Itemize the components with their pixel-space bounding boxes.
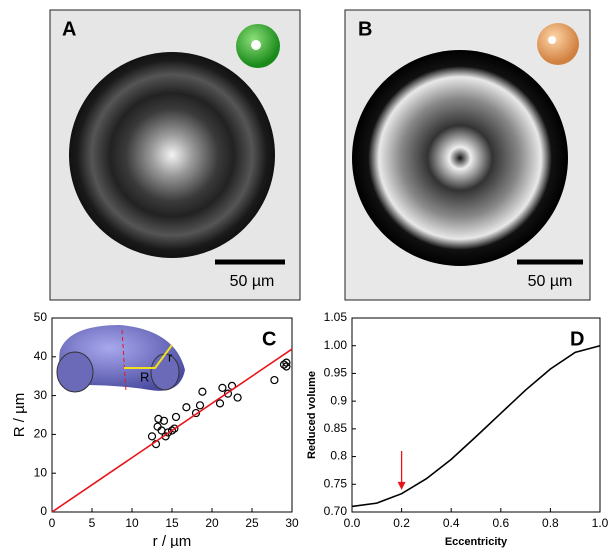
- y-tick-label: 0.8: [330, 449, 347, 463]
- arrow-head: [398, 482, 406, 490]
- x-tick-label: 10: [125, 516, 139, 530]
- data-point: [217, 400, 224, 407]
- inset-label: r: [168, 349, 173, 364]
- data-point: [234, 394, 241, 401]
- y-tick-label: 1.05: [324, 310, 348, 324]
- x-tick-label: 0.8: [542, 516, 559, 530]
- x-tick-label: 0.4: [443, 516, 460, 530]
- data-point: [197, 402, 204, 409]
- x-tick-label: 30: [285, 516, 299, 530]
- y-tick-label: 0.85: [324, 421, 348, 435]
- chart: 0.0 0.2 0.4 0.6 0.8 1.0 0.70 0.75 0.8 0.85 0.9 0.95…: [306, 310, 609, 548]
- y-tick-label: 0.9: [330, 393, 347, 407]
- x-tick-label: 20: [205, 516, 219, 530]
- y-tick-label: 0.75: [324, 476, 348, 490]
- x-tick-label: 25: [245, 516, 259, 530]
- sphere-dimple: [548, 36, 556, 44]
- micrograph-particle: [69, 52, 275, 258]
- y-tick-label: 50: [34, 310, 48, 324]
- x-tick-label: 0.6: [492, 516, 509, 530]
- plot-frame: [352, 318, 600, 512]
- scale-label: 50 µm: [528, 273, 573, 290]
- y-tick-label: 1.00: [324, 338, 348, 352]
- figure: A 50 µm B 50 µm R r 0 5 10 15 20 25 30 0 10 20 30 4…: [0, 0, 609, 548]
- torus-cut: [57, 352, 93, 392]
- scale-label: 50 µm: [230, 273, 275, 290]
- data-point: [173, 413, 180, 420]
- x-axis-label: r / µm: [153, 533, 192, 548]
- x-tick-label: 0.0: [344, 516, 361, 530]
- y-axis-label: Reduced volume: [306, 371, 318, 459]
- torus-cut: [151, 354, 179, 390]
- panel-label: C: [262, 328, 276, 350]
- x-tick-label: 5: [89, 516, 96, 530]
- panel-a: A 50 µm: [50, 10, 300, 300]
- panel-b: B 50 µm: [345, 10, 590, 300]
- x-tick-label: 0: [49, 516, 56, 530]
- panel-label: A: [62, 18, 76, 40]
- data-line: [352, 346, 600, 507]
- page: A 50 µm B 50 µm R r 0 5 10 15 20 25 30 0 10 20 30 4…: [0, 0, 609, 548]
- torus-hole: [251, 40, 261, 50]
- x-tick-label: 15: [165, 516, 179, 530]
- data-point: [183, 404, 190, 411]
- data-point: [271, 377, 278, 384]
- y-tick-label: 0.70: [324, 504, 348, 518]
- y-tick-label: 0.95: [324, 366, 348, 380]
- data-point: [219, 384, 226, 391]
- panel-label: B: [358, 18, 372, 40]
- data-point: [154, 423, 161, 430]
- x-tick-label: 1.0: [592, 516, 609, 530]
- micrograph-particle: [352, 50, 568, 266]
- y-axis-label: R / µm: [11, 393, 28, 437]
- y-tick-label: 10: [34, 465, 48, 479]
- y-tick-label: 20: [34, 427, 48, 441]
- y-tick-label: 0: [40, 504, 47, 518]
- y-tick-label: 30: [34, 388, 48, 402]
- sphere-icon: [537, 23, 579, 65]
- y-tick-label: 40: [34, 349, 48, 363]
- panel-label: D: [570, 328, 584, 350]
- inset-torus: R r: [57, 325, 185, 392]
- x-axis-label: Eccentricity: [445, 536, 508, 548]
- data-point: [199, 388, 206, 395]
- x-tick-label: 0.2: [393, 516, 410, 530]
- data-point: [149, 433, 156, 440]
- inset-label: R: [140, 369, 149, 384]
